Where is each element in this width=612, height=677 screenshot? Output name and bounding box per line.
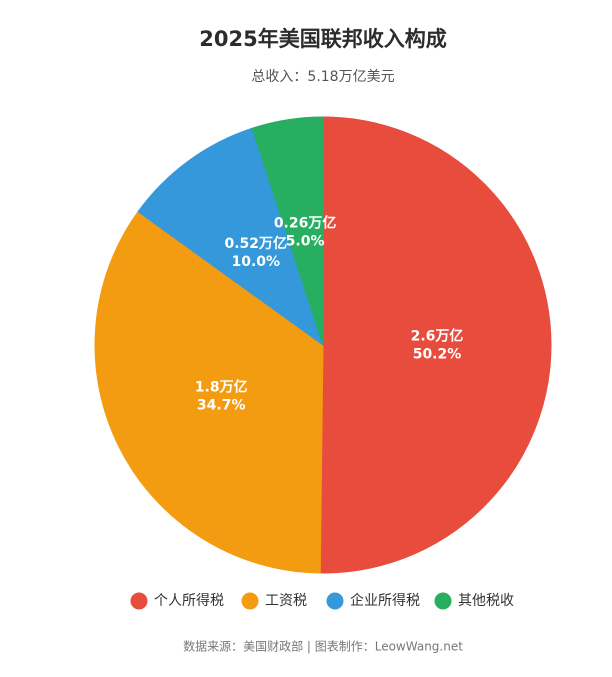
percent-label: 34.7% (197, 397, 246, 413)
legend-label: 工资税 (265, 593, 307, 609)
value-label: 0.26万亿 (274, 214, 337, 231)
percent-label: 50.2% (413, 347, 462, 363)
percent-label: 5.0% (286, 233, 325, 249)
value-label: 2.6万亿 (411, 328, 464, 345)
pie-slice (319, 116, 552, 574)
legend-swatch (240, 591, 260, 611)
percent-label: 10.0% (231, 254, 280, 270)
legend-item[interactable]: 企业所得税 (325, 591, 420, 611)
legend-item[interactable]: 工资税 (240, 591, 307, 611)
legend-swatch (129, 591, 149, 611)
legend-swatch (325, 591, 345, 611)
legend-label: 企业所得税 (350, 592, 420, 609)
source-note: 数据来源：美国财政部 | 图表制作：LeowWang.net (183, 639, 463, 654)
legend-item[interactable]: 其他税收 (433, 591, 514, 611)
legend-item[interactable]: 个人所得税 (129, 591, 224, 611)
value-label: 1.8万亿 (195, 378, 248, 395)
legend-label: 其他税收 (458, 593, 514, 609)
value-label: 0.52万亿 (224, 235, 287, 252)
pie-slice (94, 210, 324, 574)
legend-label: 个人所得税 (154, 592, 224, 609)
chart-title: 2025年美国联邦收入构成 (199, 27, 446, 51)
legend-swatch (433, 591, 453, 611)
pie-slice (251, 116, 324, 346)
pie-slice (137, 127, 324, 347)
chart-subtitle: 总收入：5.18万亿美元 (251, 69, 394, 85)
